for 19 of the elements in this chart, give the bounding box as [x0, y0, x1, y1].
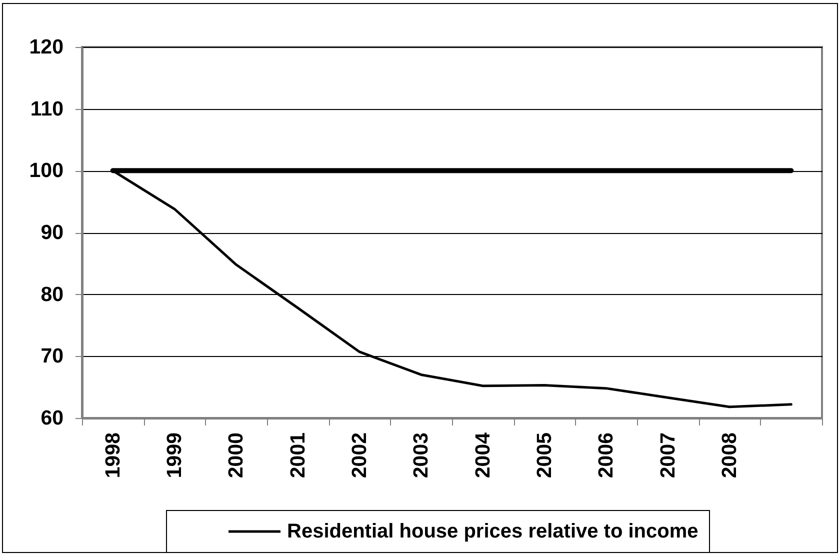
x-tick-label: 2008 [718, 432, 741, 478]
x-tick-label: 2006 [594, 432, 618, 478]
y-tick-label: 60 [40, 406, 64, 430]
y-tick-label: 70 [40, 344, 64, 368]
x-tick-label: 2002 [348, 432, 371, 478]
x-tick-label: 1998 [101, 432, 124, 478]
y-tick-label: 100 [29, 159, 64, 182]
x-tick-label: 2005 [533, 432, 556, 478]
legend-label: Residential house prices relative to income [287, 520, 698, 542]
x-tick-label: 1999 [163, 432, 186, 478]
y-tick-label: 120 [29, 36, 64, 58]
x-tick-label: 2003 [410, 432, 433, 478]
y-tick-label: 110 [30, 97, 64, 120]
x-tick-label: 2004 [471, 432, 494, 478]
y-tick-label: 90 [40, 221, 64, 244]
x-tick-label: 2001 [286, 432, 310, 478]
y-tick-label: 80 [40, 282, 64, 306]
x-tick-label: 2000 [224, 432, 248, 478]
x-tick-label: 2007 [656, 432, 680, 478]
